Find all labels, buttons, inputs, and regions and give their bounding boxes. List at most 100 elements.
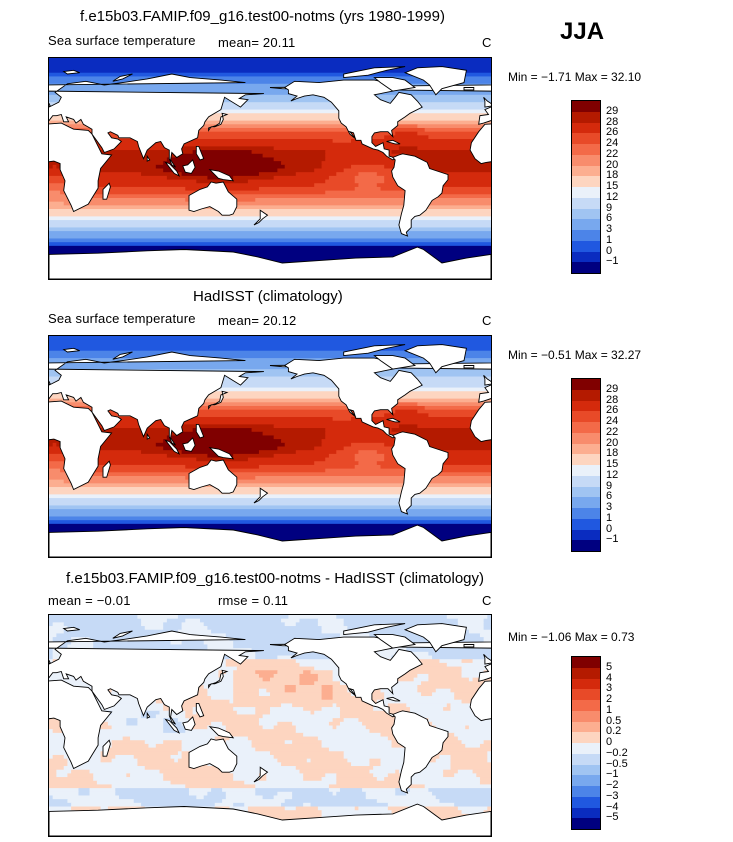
field-cell (387, 405, 426, 411)
field-cell (49, 120, 491, 125)
field-cell (49, 394, 491, 400)
field-cell (196, 795, 205, 800)
field-cell (49, 681, 113, 686)
panel2-variable: Sea surface temperature (48, 311, 196, 326)
field-cell (49, 637, 54, 642)
field-cell (461, 740, 485, 745)
land-outline (102, 739, 111, 757)
field-cell (137, 615, 179, 620)
field-cell (71, 802, 142, 808)
field-cell (251, 150, 326, 155)
field-cell (144, 766, 223, 771)
field-cell (255, 197, 491, 203)
field-cell (258, 721, 278, 727)
field-cell (49, 527, 491, 532)
field-cell (49, 784, 113, 789)
field-cell (49, 740, 76, 745)
field-cell (89, 703, 164, 708)
field-cell (270, 692, 323, 697)
field-cell (376, 172, 404, 177)
field-cell (49, 234, 491, 240)
field-cell (233, 692, 260, 697)
field-cell (417, 684, 491, 690)
field-cell (96, 780, 172, 786)
field-cell (369, 769, 396, 774)
land-outline (164, 161, 181, 177)
land-layer (49, 344, 491, 557)
field-cell (380, 758, 418, 763)
field-cell (49, 175, 65, 181)
colorbar-swatch (572, 251, 600, 263)
field-cell (49, 369, 491, 374)
field-cell (343, 446, 396, 451)
field-cell (49, 135, 385, 140)
land-outline (49, 380, 51, 385)
field-cell (207, 626, 323, 631)
field-cell (203, 622, 286, 627)
land-outline (403, 66, 467, 96)
field-cell (49, 762, 69, 767)
field-cell (49, 109, 491, 114)
field-cell (203, 640, 234, 646)
field-cell (465, 743, 481, 749)
field-cell (336, 450, 359, 455)
field-cell (413, 714, 488, 719)
field-cell (251, 813, 323, 819)
land-outline (403, 344, 467, 374)
field-cell (49, 754, 54, 760)
field-cell (229, 699, 234, 704)
field-cell (96, 718, 127, 723)
field-cell (49, 398, 491, 403)
field-cell (71, 179, 197, 184)
field-cell (49, 633, 57, 638)
field-cell (49, 380, 491, 385)
map-svg (49, 615, 491, 836)
land-outline (164, 718, 181, 734)
field-cell (483, 637, 491, 642)
field-cell (391, 124, 418, 129)
field-cell (49, 102, 491, 107)
field-cell (207, 762, 282, 767)
field-cell (417, 164, 491, 170)
field-cell (211, 788, 223, 793)
field-cell (339, 721, 363, 727)
field-cell (49, 799, 69, 804)
land-outline (188, 738, 238, 773)
field-cell (391, 402, 418, 407)
colorbar-swatch (572, 807, 600, 819)
field-cell (273, 146, 400, 151)
field-cell (255, 791, 278, 797)
field-cell (384, 777, 411, 782)
field-cell (155, 699, 231, 704)
field-cell (100, 754, 116, 760)
panel1-mean: mean= 20.11 (218, 35, 296, 50)
field-cell (321, 740, 393, 745)
land-outline (343, 623, 406, 636)
field-cell (284, 164, 323, 170)
field-cell (49, 343, 491, 348)
field-cell (177, 718, 190, 723)
land-outline (208, 169, 235, 182)
field-cell (93, 644, 208, 649)
field-cell (270, 751, 345, 756)
field-cell (369, 762, 382, 767)
field-cell (49, 732, 72, 738)
colorbar-swatch (572, 743, 600, 754)
field-cell (89, 791, 116, 797)
colorbar-tick-label: 29 (606, 382, 619, 395)
land-outline (483, 374, 491, 386)
land-outline (208, 669, 229, 689)
field-cell (387, 802, 455, 808)
field-cell (49, 142, 491, 147)
colorbar-tick-label: −0.5 (606, 757, 628, 770)
field-cell (295, 684, 323, 690)
field-cell (398, 146, 418, 151)
field-cell (450, 707, 481, 712)
field-cell (163, 777, 234, 782)
field-cell (49, 347, 491, 352)
colorbar-tick-label: 24 (606, 415, 619, 427)
field-cell (49, 83, 491, 89)
field-cell (49, 648, 54, 653)
land-outline (386, 417, 401, 423)
field-cell (49, 659, 54, 664)
